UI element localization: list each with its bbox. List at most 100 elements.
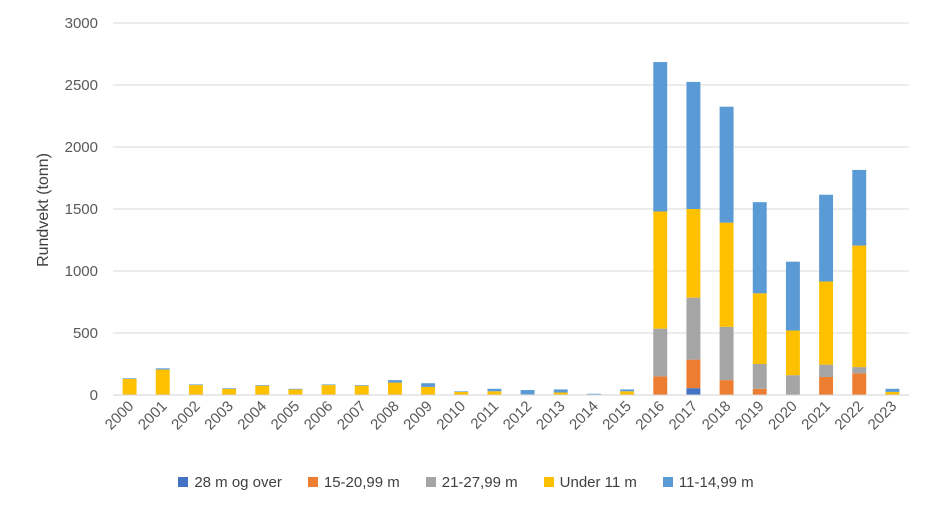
- bar-segment: [785, 375, 800, 395]
- bar-segment: [553, 392, 568, 395]
- x-tick-label: 2002: [168, 398, 204, 434]
- bar-segment: [122, 378, 137, 395]
- bar-segment: [819, 194, 834, 282]
- bar-segment: [520, 390, 535, 395]
- x-tick-label: 2003: [201, 398, 237, 434]
- bar-segment: [653, 328, 668, 377]
- bar-segment: [188, 384, 203, 386]
- legend-label: 11-14,99 m: [678, 473, 754, 491]
- bar-segment: [354, 385, 369, 395]
- x-tick-label: 2009: [400, 398, 436, 434]
- bar-segment: [653, 376, 668, 395]
- bar-segment: [255, 385, 270, 386]
- bar-segment: [819, 377, 834, 395]
- bar-segment: [885, 391, 900, 395]
- x-tick-label: 2015: [599, 398, 635, 434]
- x-tick-label: 2001: [135, 398, 171, 434]
- bar-segment: [686, 209, 701, 298]
- x-tick-label: 2005: [268, 398, 304, 434]
- bar-segment: [421, 386, 436, 395]
- bar-segment: [620, 389, 635, 392]
- x-tick-label: 2006: [301, 398, 337, 434]
- bar-segment: [288, 388, 303, 390]
- bar-segment: [288, 389, 303, 395]
- bar-segment: [752, 293, 767, 364]
- bar-segment: [653, 211, 668, 329]
- x-tick-label: 2011: [467, 398, 502, 433]
- bar-segment: [354, 385, 369, 386]
- legend-swatch: [307, 477, 318, 487]
- y-tick-label: 0: [90, 387, 98, 404]
- y-tick-label: 2500: [65, 77, 98, 94]
- bar-segment: [719, 106, 734, 223]
- bar-segment: [819, 281, 834, 365]
- bar-segment: [122, 378, 137, 379]
- bar-segment: [255, 385, 270, 395]
- bars: [122, 62, 900, 395]
- y-axis-label: Rundvekt (tonn): [35, 153, 52, 267]
- x-tick-label: 2022: [831, 398, 867, 434]
- legend-swatch: [178, 477, 189, 487]
- legend-item: 11-14,99 m: [662, 473, 754, 491]
- bar-segment: [885, 388, 900, 392]
- x-tick-label: 2012: [500, 398, 536, 434]
- bar-segment: [752, 202, 767, 294]
- legend-item: 15-20,99 m: [307, 473, 400, 491]
- y-tick-label: 1000: [65, 263, 98, 280]
- bar-segment: [387, 380, 402, 383]
- legend-label: 28 m og over: [194, 473, 282, 491]
- x-tick-label: 2000: [102, 398, 138, 434]
- gridlines: [113, 22, 909, 334]
- x-tick-label: 2021: [798, 398, 834, 434]
- bar-segment: [387, 382, 402, 395]
- x-tick-label: 2008: [367, 398, 403, 434]
- bar-segment: [222, 388, 237, 389]
- legend-swatch: [662, 477, 673, 487]
- bar-segment: [421, 383, 436, 387]
- x-tick-label: 2014: [566, 398, 602, 434]
- legend-item: 21-27,99 m: [425, 473, 518, 491]
- y-tick-label: 2000: [65, 139, 98, 156]
- bar-segment: [752, 364, 767, 389]
- bar-segment: [653, 62, 668, 212]
- bar-segment: [785, 261, 800, 331]
- legend-label: 21-27,99 m: [441, 473, 518, 491]
- legend-label: Under 11 m: [559, 473, 637, 491]
- bar-segment: [586, 393, 601, 395]
- bar-segment: [686, 81, 701, 209]
- bar-segment: [719, 380, 734, 395]
- x-tick-label: 2007: [334, 398, 370, 434]
- bar-segment: [188, 385, 203, 395]
- bar-segment: [719, 326, 734, 381]
- bar-segment: [852, 245, 867, 368]
- bar-segment: [852, 373, 867, 395]
- legend: 28 m og over 15-20,99 m 21-27,99 m Under 11…: [0, 470, 932, 494]
- y-axis-ticks: 0 500 1000 1500 2000 2500 3000: [65, 15, 98, 404]
- bar-segment: [785, 330, 800, 376]
- x-axis-ticks: 2000200120022003200420052006200720082009…: [102, 398, 900, 434]
- bar-segment: [487, 388, 502, 392]
- y-tick-label: 1500: [65, 201, 98, 218]
- bar-segment: [686, 297, 701, 360]
- x-tick-label: 2013: [533, 398, 569, 434]
- bar-segment: [155, 368, 170, 370]
- bar-segment: [752, 388, 767, 395]
- legend-label: 15-20,99 m: [323, 473, 400, 491]
- bar-segment: [686, 388, 701, 395]
- bar-segment: [620, 391, 635, 395]
- y-tick-label: 3000: [65, 15, 98, 32]
- x-tick-label: 2004: [234, 398, 270, 434]
- bar-segment: [454, 391, 469, 392]
- legend-swatch: [543, 477, 554, 487]
- bar-segment: [553, 389, 568, 393]
- bar-segment: [852, 169, 867, 246]
- bar-segment: [819, 364, 834, 378]
- legend-item: Under 11 m: [543, 473, 637, 491]
- bar-segment: [222, 388, 237, 395]
- x-tick-label: 2019: [732, 398, 768, 434]
- x-tick-label: 2016: [632, 398, 668, 434]
- bar-segment: [155, 369, 170, 395]
- bar-segment: [487, 391, 502, 395]
- bar-segment: [454, 391, 469, 395]
